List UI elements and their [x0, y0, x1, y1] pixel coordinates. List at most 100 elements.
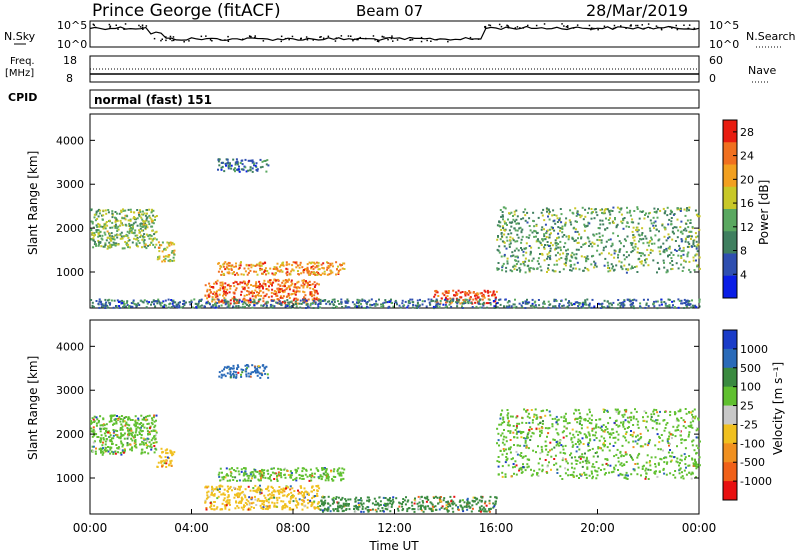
data-cell	[259, 283, 261, 286]
data-cell	[692, 439, 695, 442]
data-cell	[273, 478, 276, 480]
data-cell	[425, 305, 428, 308]
data-cell	[476, 292, 479, 295]
data-cell	[679, 207, 682, 210]
data-cell	[548, 218, 551, 221]
data-cell	[514, 259, 517, 262]
data-cell	[602, 223, 605, 226]
data-cell	[633, 239, 636, 242]
data-cell	[499, 298, 502, 301]
nsearch-point	[391, 35, 393, 37]
data-cell	[110, 419, 112, 422]
data-cell	[300, 302, 303, 305]
data-cell	[398, 501, 401, 504]
data-cell	[247, 290, 250, 293]
data-cell	[130, 231, 133, 234]
data-cell	[326, 509, 329, 512]
data-cell	[319, 474, 322, 477]
data-cell	[276, 480, 279, 482]
data-cell	[167, 298, 170, 301]
data-cell	[111, 442, 114, 445]
data-cell	[559, 246, 562, 249]
data-cell	[99, 241, 102, 244]
data-cell	[432, 305, 435, 308]
data-cell	[588, 449, 591, 451]
data-cell	[140, 414, 143, 417]
data-cell	[326, 261, 328, 264]
nsearch-point	[660, 28, 663, 31]
data-cell	[609, 442, 611, 445]
data-cell	[132, 299, 135, 302]
power-data-layer	[90, 158, 701, 310]
data-cell	[475, 298, 478, 301]
data-cell	[221, 485, 224, 488]
data-cell	[546, 453, 549, 456]
data-cell	[139, 224, 142, 227]
data-cell	[606, 227, 609, 230]
data-cell	[128, 432, 131, 435]
data-cell	[506, 257, 509, 260]
data-cell	[102, 438, 105, 441]
data-cell	[644, 235, 647, 238]
data-cell	[551, 269, 554, 272]
data-cell	[132, 300, 135, 303]
data-cell	[271, 501, 274, 504]
data-cell	[668, 245, 671, 248]
data-cell	[148, 414, 151, 417]
data-cell	[695, 259, 697, 262]
data-cell	[685, 229, 688, 232]
nsearch-point	[188, 40, 190, 42]
data-cell	[303, 296, 305, 299]
data-cell	[489, 290, 492, 293]
data-cell	[468, 297, 471, 300]
data-cell	[494, 293, 496, 296]
data-cell	[276, 301, 279, 304]
data-cell	[313, 500, 316, 503]
data-cell	[698, 300, 701, 303]
nsearch-point	[409, 39, 411, 41]
data-cell	[688, 431, 691, 434]
data-cell	[588, 245, 591, 247]
data-cell	[303, 496, 306, 499]
data-cell	[320, 263, 323, 266]
data-cell	[237, 501, 240, 504]
data-cell	[123, 235, 125, 238]
data-cell	[299, 263, 302, 266]
data-cell	[504, 473, 507, 476]
data-cell	[291, 472, 293, 474]
nsearch-point	[352, 39, 354, 42]
data-cell	[129, 224, 131, 227]
data-cell	[436, 496, 439, 499]
data-cell	[253, 302, 256, 305]
nsearch-point	[209, 39, 212, 41]
data-cell	[160, 244, 163, 247]
data-cell	[110, 232, 113, 235]
data-cell	[498, 224, 500, 227]
data-cell	[602, 246, 605, 249]
data-cell	[101, 234, 104, 237]
data-cell	[598, 303, 601, 306]
data-cell	[148, 237, 151, 240]
data-cell	[111, 244, 113, 246]
data-cell	[284, 279, 287, 281]
data-cell	[140, 434, 143, 436]
data-cell	[99, 424, 102, 427]
data-cell	[314, 301, 317, 304]
data-cell	[219, 284, 222, 287]
data-cell	[484, 500, 487, 503]
data-cell	[348, 508, 351, 511]
data-cell	[567, 238, 570, 241]
data-cell	[603, 209, 606, 212]
data-cell	[564, 261, 567, 264]
data-cell	[258, 285, 261, 288]
data-cell	[365, 301, 368, 304]
data-cell	[601, 208, 603, 211]
data-cell	[625, 251, 628, 253]
data-cell	[93, 420, 96, 423]
power-colorbar-tick-label: 24	[740, 150, 754, 163]
data-cell	[606, 300, 609, 303]
data-cell	[278, 265, 281, 268]
data-cell	[214, 296, 217, 299]
data-cell	[522, 302, 525, 304]
data-cell	[588, 421, 591, 424]
